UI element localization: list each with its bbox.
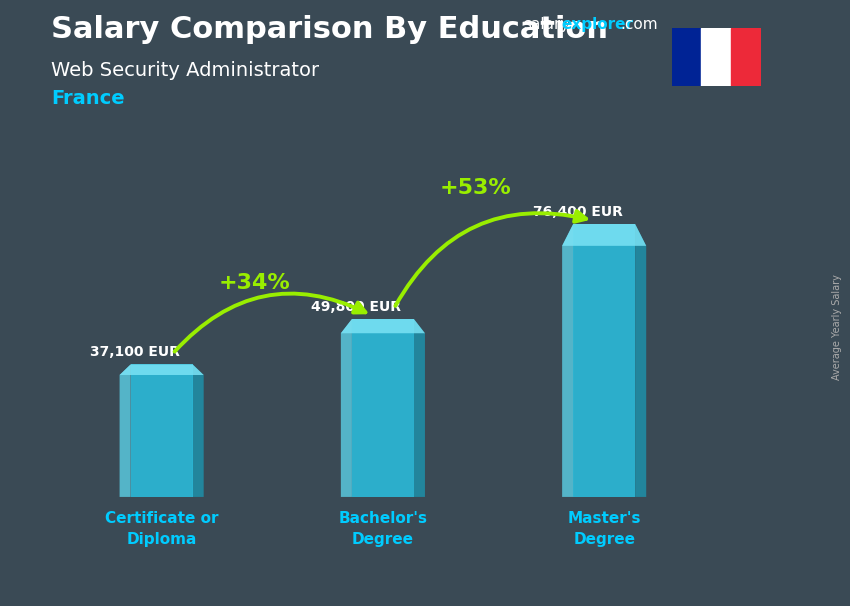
Polygon shape xyxy=(341,319,352,497)
FancyBboxPatch shape xyxy=(131,364,193,497)
FancyBboxPatch shape xyxy=(352,319,414,497)
Bar xyxy=(731,28,761,86)
Text: 37,100 EUR: 37,100 EUR xyxy=(90,345,180,359)
Text: +53%: +53% xyxy=(440,178,512,198)
Text: Web Security Administrator: Web Security Administrator xyxy=(51,61,319,79)
Polygon shape xyxy=(120,364,204,375)
Polygon shape xyxy=(562,224,573,497)
Polygon shape xyxy=(193,364,204,497)
Text: Salary Comparison By Education: Salary Comparison By Education xyxy=(51,15,608,44)
Text: 49,800 EUR: 49,800 EUR xyxy=(311,299,401,314)
Polygon shape xyxy=(414,319,425,497)
Bar xyxy=(701,28,731,86)
Polygon shape xyxy=(562,224,646,246)
Text: France: France xyxy=(51,89,125,108)
FancyBboxPatch shape xyxy=(573,224,635,497)
Polygon shape xyxy=(120,364,131,497)
Polygon shape xyxy=(635,224,646,497)
Text: explorer: explorer xyxy=(561,17,633,32)
Text: .com: .com xyxy=(620,17,658,32)
Text: +34%: +34% xyxy=(218,273,291,293)
Text: salary: salary xyxy=(523,17,570,32)
Polygon shape xyxy=(341,319,425,333)
Bar xyxy=(672,28,701,86)
Text: 76,400 EUR: 76,400 EUR xyxy=(533,205,622,219)
Text: Average Yearly Salary: Average Yearly Salary xyxy=(832,275,842,380)
